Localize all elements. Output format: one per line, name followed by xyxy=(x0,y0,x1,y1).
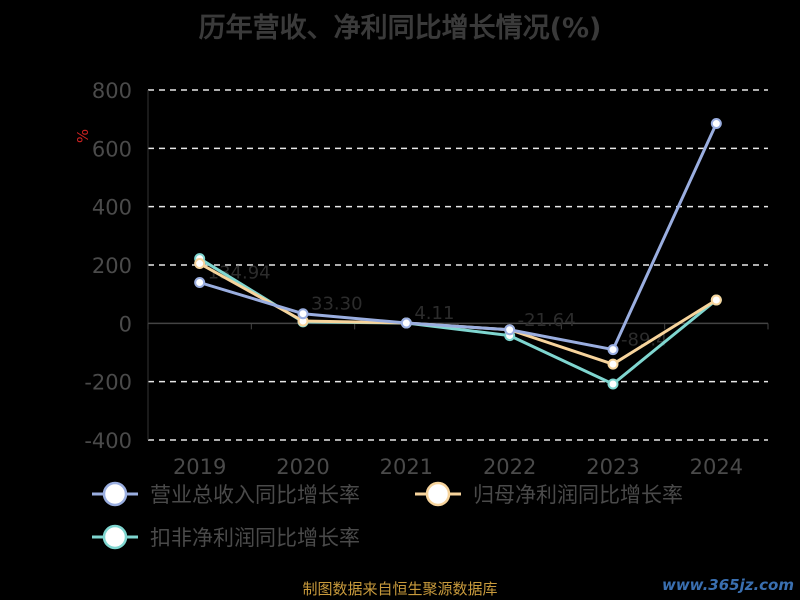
legend-marker xyxy=(425,481,451,507)
x-tick-label: 2023 xyxy=(586,455,639,479)
data-point xyxy=(710,118,722,130)
legend-label: 扣非净利润同比增长率 xyxy=(150,526,360,550)
data-point xyxy=(194,258,206,270)
data-point xyxy=(710,294,722,306)
chart-title: 历年营收、净利同比增长情况(%) xyxy=(198,13,602,44)
x-tick-label: 2022 xyxy=(483,455,536,479)
y-tick-label: 800 xyxy=(92,79,132,103)
watermark: www.365jz.com xyxy=(661,576,794,594)
data-point xyxy=(607,358,619,370)
data-point xyxy=(607,378,619,390)
legend-label: 归母净利润同比增长率 xyxy=(473,483,683,507)
y-axis-label: % xyxy=(74,129,92,143)
series-line xyxy=(198,262,718,366)
series-line xyxy=(198,257,718,386)
y-tick-label: 600 xyxy=(92,137,132,161)
data-point xyxy=(607,344,619,356)
source-note: 制图数据来自恒生聚源数据库 xyxy=(302,580,498,598)
data-label: -21.64 xyxy=(518,310,576,331)
x-tick-label: 2024 xyxy=(690,455,743,479)
data-point xyxy=(400,317,412,329)
data-point xyxy=(504,324,516,336)
y-tick-label: 200 xyxy=(92,254,132,278)
x-tick-label: 2021 xyxy=(380,455,433,479)
data-label: 4.11 xyxy=(414,303,454,324)
legend-marker xyxy=(102,481,128,507)
y-tick-label: -400 xyxy=(84,429,132,453)
legend-marker xyxy=(102,524,128,550)
data-point xyxy=(194,277,206,288)
series-line xyxy=(199,122,718,352)
data-label: 33.30 xyxy=(311,294,363,315)
x-tick-label: 2019 xyxy=(173,455,226,479)
y-tick-label: -200 xyxy=(84,371,132,395)
y-tick-label: 0 xyxy=(119,312,132,336)
x-tick-label: 2020 xyxy=(276,455,329,479)
legend-label: 营业总收入同比增长率 xyxy=(150,483,360,507)
y-tick-label: 400 xyxy=(92,196,132,220)
data-point xyxy=(297,308,309,320)
data-label: -89.4 xyxy=(621,330,668,351)
